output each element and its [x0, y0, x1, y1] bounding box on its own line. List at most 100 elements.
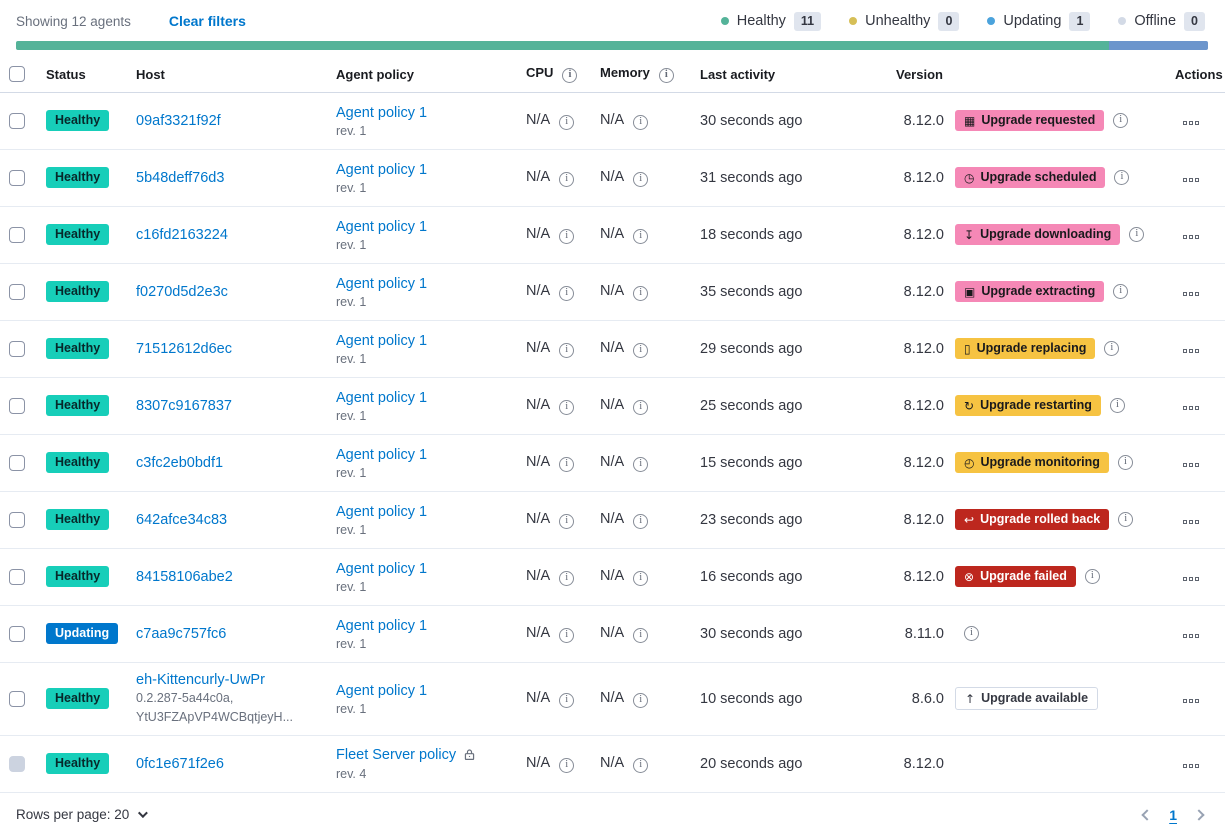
row-checkbox[interactable]: [9, 511, 25, 528]
cpu-info-icon[interactable]: i: [559, 627, 575, 643]
page-number[interactable]: 1: [1169, 806, 1177, 823]
row-actions-button[interactable]: [1179, 288, 1203, 300]
cpu-info-icon[interactable]: i: [559, 757, 575, 773]
upgrade-details-info-icon[interactable]: i: [1113, 113, 1129, 128]
memory-info-icon[interactable]: i: [633, 627, 649, 643]
agent-policy-link[interactable]: Agent policy 1: [336, 503, 428, 520]
agent-policy-link[interactable]: Agent policy 1: [336, 389, 428, 406]
policy-cell: Agent policy 1 rev. 1: [336, 491, 526, 549]
cpu-info-icon[interactable]: i: [559, 513, 575, 529]
status-cell: Healthy: [46, 548, 136, 606]
upgrade-details-info-icon[interactable]: i: [1114, 170, 1130, 185]
host-link[interactable]: 84158106abe2: [136, 569, 233, 585]
memory-info-icon[interactable]: i: [633, 513, 649, 529]
cpu-info-icon[interactable]: i: [559, 285, 575, 301]
rows-per-page-button[interactable]: Rows per page: 20: [16, 807, 149, 822]
upgrade-details-info-icon[interactable]: i: [1084, 569, 1100, 584]
agent-policy-link[interactable]: Agent policy 1: [336, 104, 428, 121]
row-actions-button[interactable]: [1179, 760, 1203, 772]
cpu-info-icon[interactable]: i: [559, 114, 575, 130]
memory-info-icon[interactable]: i: [633, 228, 649, 244]
row-actions-button[interactable]: [1179, 174, 1203, 186]
host-link[interactable]: eh-Kittencurly-UwPr: [136, 672, 265, 689]
cpu-info-icon[interactable]: i: [559, 342, 575, 358]
select-all-checkbox[interactable]: [9, 66, 25, 83]
host-link[interactable]: 8307c9167837: [136, 398, 232, 414]
agent-policy-link[interactable]: Agent policy 1: [336, 446, 428, 463]
memory-info-icon[interactable]: i: [633, 171, 649, 187]
row-checkbox[interactable]: [9, 283, 25, 300]
row-actions-button[interactable]: [1179, 695, 1203, 707]
memory-info-icon[interactable]: i: [633, 692, 649, 708]
row-checkbox[interactable]: [9, 112, 25, 129]
memory-info-icon[interactable]: i: [633, 285, 649, 301]
agent-policy-link[interactable]: Agent policy 1: [336, 218, 428, 235]
cpu-info-icon[interactable]: i: [559, 456, 575, 472]
row-actions-button[interactable]: [1179, 402, 1203, 414]
host-link[interactable]: f0270d5d2e3c: [136, 284, 228, 300]
row-actions-button[interactable]: [1179, 459, 1203, 471]
memory-info-icon[interactable]: i: [658, 68, 674, 84]
legend-item-healthy[interactable]: Healthy 11: [720, 11, 822, 31]
host-link[interactable]: 0fc1e671f2e6: [136, 756, 224, 772]
agent-policy-link[interactable]: Agent policy 1: [336, 560, 428, 577]
version-wrap: 8.12.0 ↩ Upgrade rolled back i: [896, 509, 1175, 530]
agent-policy-link[interactable]: Agent policy 1: [336, 682, 428, 699]
agent-policy-link[interactable]: Agent policy 1: [336, 275, 428, 292]
host-link[interactable]: c3fc2eb0bdf1: [136, 455, 224, 471]
cpu-info-icon[interactable]: i: [559, 692, 575, 708]
row-actions-button[interactable]: [1179, 345, 1203, 357]
legend-item-offline[interactable]: Offline 0: [1118, 11, 1205, 31]
cpu-info-icon[interactable]: i: [562, 68, 578, 84]
row-checkbox[interactable]: [9, 340, 25, 357]
row-checkbox[interactable]: [9, 568, 25, 585]
upgrade-status-label: Upgrade failed: [980, 569, 1067, 583]
host-link[interactable]: 09af3321f92f: [136, 113, 221, 129]
next-page-icon[interactable]: [1193, 808, 1205, 821]
upgrade-details-info-icon[interactable]: i: [1129, 227, 1145, 242]
memory-info-icon[interactable]: i: [633, 399, 649, 415]
row-checkbox[interactable]: [9, 454, 25, 471]
row-checkbox[interactable]: [9, 690, 25, 707]
legend-item-unhealthy[interactable]: Unhealthy 0: [849, 11, 960, 31]
row-checkbox[interactable]: [9, 169, 25, 186]
host-link[interactable]: 71512612d6ec: [136, 341, 232, 357]
memory-info-icon[interactable]: i: [633, 342, 649, 358]
agent-policy-link[interactable]: Agent policy 1: [336, 161, 428, 178]
memory-info-icon[interactable]: i: [633, 757, 649, 773]
cpu-info-icon[interactable]: i: [559, 570, 575, 586]
row-actions-button[interactable]: [1179, 630, 1203, 642]
row-actions-button[interactable]: [1179, 117, 1203, 129]
host-link[interactable]: c16fd2163224: [136, 227, 228, 243]
upgrade-details-info-icon[interactable]: i: [1104, 341, 1120, 356]
cpu-info-icon[interactable]: i: [559, 171, 575, 187]
previous-page-icon[interactable]: [1141, 808, 1153, 821]
legend-item-updating[interactable]: Updating 1: [987, 11, 1091, 31]
cpu-info-icon[interactable]: i: [559, 399, 575, 415]
memory-info-icon[interactable]: i: [633, 456, 649, 472]
boxes-horizontal-icon: [1195, 178, 1199, 182]
agent-policy-link[interactable]: Agent policy 1: [336, 332, 428, 349]
row-checkbox[interactable]: [9, 625, 25, 642]
host-link[interactable]: 5b48deff76d3: [136, 170, 225, 186]
upgrade-details-info-icon[interactable]: i: [1113, 284, 1129, 299]
row-actions-button[interactable]: [1179, 516, 1203, 528]
agent-policy-link[interactable]: Fleet Server policy: [336, 747, 457, 763]
clear-filters-link[interactable]: Clear filters: [168, 13, 246, 29]
host-link[interactable]: c7aa9c757fc6: [136, 626, 227, 642]
host-link[interactable]: 642afce34c83: [136, 512, 228, 528]
upgrade-details-info-icon[interactable]: i: [1118, 512, 1134, 527]
memory-info-icon[interactable]: i: [633, 114, 649, 130]
version-cell: 8.12.0: [896, 735, 1175, 793]
row-checkbox[interactable]: [9, 397, 25, 414]
cpu-info-icon[interactable]: i: [559, 228, 575, 244]
upgrade-details-info-icon[interactable]: i: [1109, 398, 1125, 413]
upgrade-details-info-icon[interactable]: i: [964, 626, 979, 641]
row-actions-button[interactable]: [1179, 231, 1203, 243]
agent-policy-link[interactable]: Agent policy 1: [336, 617, 428, 634]
memory-info-icon[interactable]: i: [633, 570, 649, 586]
row-checkbox[interactable]: [9, 226, 25, 243]
row-actions-button[interactable]: [1179, 573, 1203, 585]
calendar-icon: ▦: [964, 113, 976, 128]
upgrade-details-info-icon[interactable]: i: [1117, 455, 1133, 470]
